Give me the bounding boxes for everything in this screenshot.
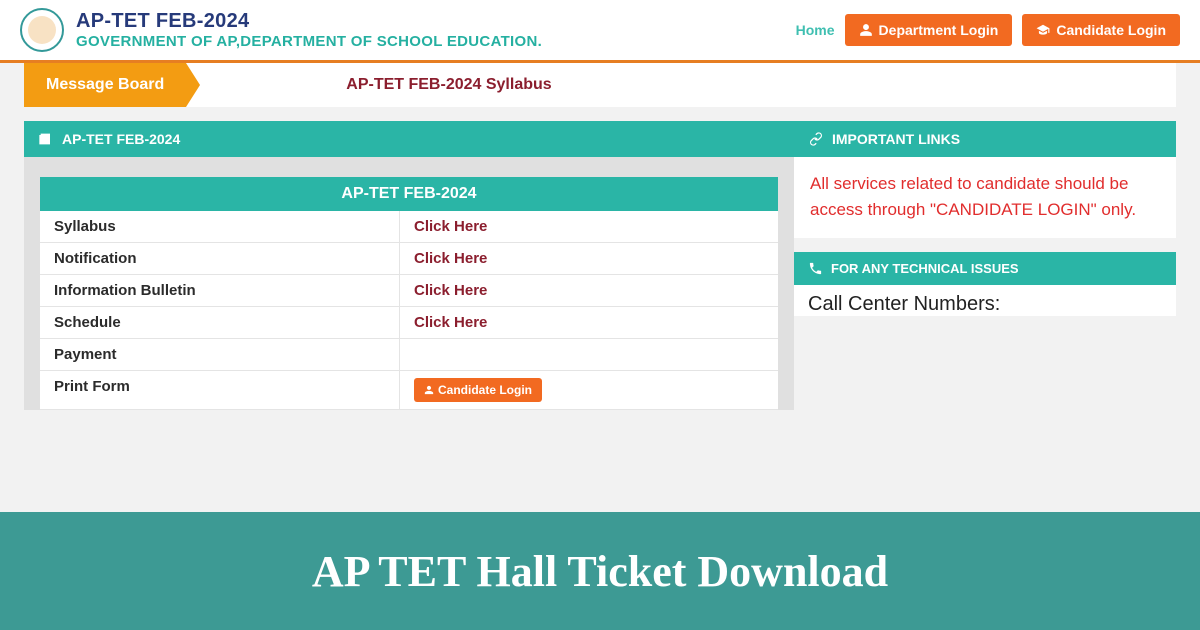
candidate-login-small-label: Candidate Login	[438, 383, 532, 397]
row-label: Information Bulletin	[40, 275, 400, 306]
bottom-banner: AP TET Hall Ticket Download	[0, 512, 1200, 630]
click-here-link[interactable]: Click Here	[414, 218, 487, 235]
row-link: Candidate Login	[400, 371, 778, 409]
graduation-cap-icon	[1036, 23, 1050, 37]
table-row: Print Form Candidate Login	[40, 371, 778, 410]
main-panel-heading: AP-TET FEB-2024	[24, 121, 794, 157]
row-label: Print Form	[40, 371, 400, 409]
row-link[interactable]: Click Here	[400, 211, 778, 242]
callcenter-label: Call Center Numbers:	[794, 285, 1176, 316]
table-row: Schedule Click Here	[40, 307, 778, 339]
header-subtitle: GOVERNMENT OF AP,DEPARTMENT OF SCHOOL ED…	[76, 33, 542, 50]
user-icon	[859, 23, 873, 37]
click-here-link[interactable]: Click Here	[414, 314, 487, 331]
table-row: Information Bulletin Click Here	[40, 275, 778, 307]
header-title: AP-TET FEB-2024	[76, 10, 542, 33]
technical-heading-text: FOR ANY TECHNICAL ISSUES	[831, 261, 1019, 276]
important-links-panel: IMPORTANT LINKS All services related to …	[794, 121, 1176, 238]
technical-issues-panel: FOR ANY TECHNICAL ISSUES Call Center Num…	[794, 252, 1176, 316]
row-label: Payment	[40, 339, 400, 370]
message-board-row: Message Board AP-TET FEB-2024 Syllabus	[24, 63, 1176, 107]
right-column: IMPORTANT LINKS All services related to …	[794, 121, 1176, 410]
left-column: AP-TET FEB-2024 AP-TET FEB-2024 Syllabus…	[24, 121, 794, 410]
row-link	[400, 339, 778, 370]
content-area: Message Board AP-TET FEB-2024 Syllabus A…	[0, 63, 1200, 517]
row-label: Schedule	[40, 307, 400, 338]
header-titles: AP-TET FEB-2024 GOVERNMENT OF AP,DEPARTM…	[76, 10, 542, 50]
row-link[interactable]: Click Here	[400, 307, 778, 338]
newspaper-icon	[38, 131, 54, 147]
table-row: Payment	[40, 339, 778, 371]
home-link[interactable]: Home	[796, 22, 835, 38]
user-icon	[424, 385, 434, 395]
table-header: AP-TET FEB-2024	[40, 177, 778, 211]
logo-inner	[28, 16, 56, 44]
important-links-heading: IMPORTANT LINKS	[794, 121, 1176, 157]
govt-logo	[20, 8, 64, 52]
page-header: AP-TET FEB-2024 GOVERNMENT OF AP,DEPARTM…	[0, 0, 1200, 63]
table-row: Syllabus Click Here	[40, 211, 778, 243]
department-login-label: Department Login	[879, 22, 999, 38]
main-panel-heading-text: AP-TET FEB-2024	[62, 131, 180, 147]
row-label: Notification	[40, 243, 400, 274]
important-links-heading-text: IMPORTANT LINKS	[832, 131, 960, 147]
link-icon	[808, 131, 824, 147]
main-panel-body: AP-TET FEB-2024 Syllabus Click Here Noti…	[24, 157, 794, 410]
table-row: Notification Click Here	[40, 243, 778, 275]
main-columns: AP-TET FEB-2024 AP-TET FEB-2024 Syllabus…	[24, 121, 1176, 410]
message-board-label: Message Board	[24, 63, 186, 107]
banner-text: AP TET Hall Ticket Download	[312, 546, 888, 597]
department-login-button[interactable]: Department Login	[845, 14, 1013, 46]
info-table: AP-TET FEB-2024 Syllabus Click Here Noti…	[40, 177, 778, 410]
important-links-notice: All services related to candidate should…	[794, 157, 1176, 238]
candidate-login-button[interactable]: Candidate Login	[1022, 14, 1180, 46]
phone-icon	[808, 261, 823, 276]
candidate-login-label: Candidate Login	[1056, 22, 1166, 38]
row-label: Syllabus	[40, 211, 400, 242]
click-here-link[interactable]: Click Here	[414, 250, 487, 267]
row-link[interactable]: Click Here	[400, 243, 778, 274]
row-link[interactable]: Click Here	[400, 275, 778, 306]
technical-heading: FOR ANY TECHNICAL ISSUES	[794, 252, 1176, 285]
click-here-link[interactable]: Click Here	[414, 282, 487, 299]
header-nav: Home Department Login Candidate Login	[796, 14, 1180, 46]
message-board-text[interactable]: AP-TET FEB-2024 Syllabus	[186, 63, 551, 107]
candidate-login-small-button[interactable]: Candidate Login	[414, 378, 542, 402]
